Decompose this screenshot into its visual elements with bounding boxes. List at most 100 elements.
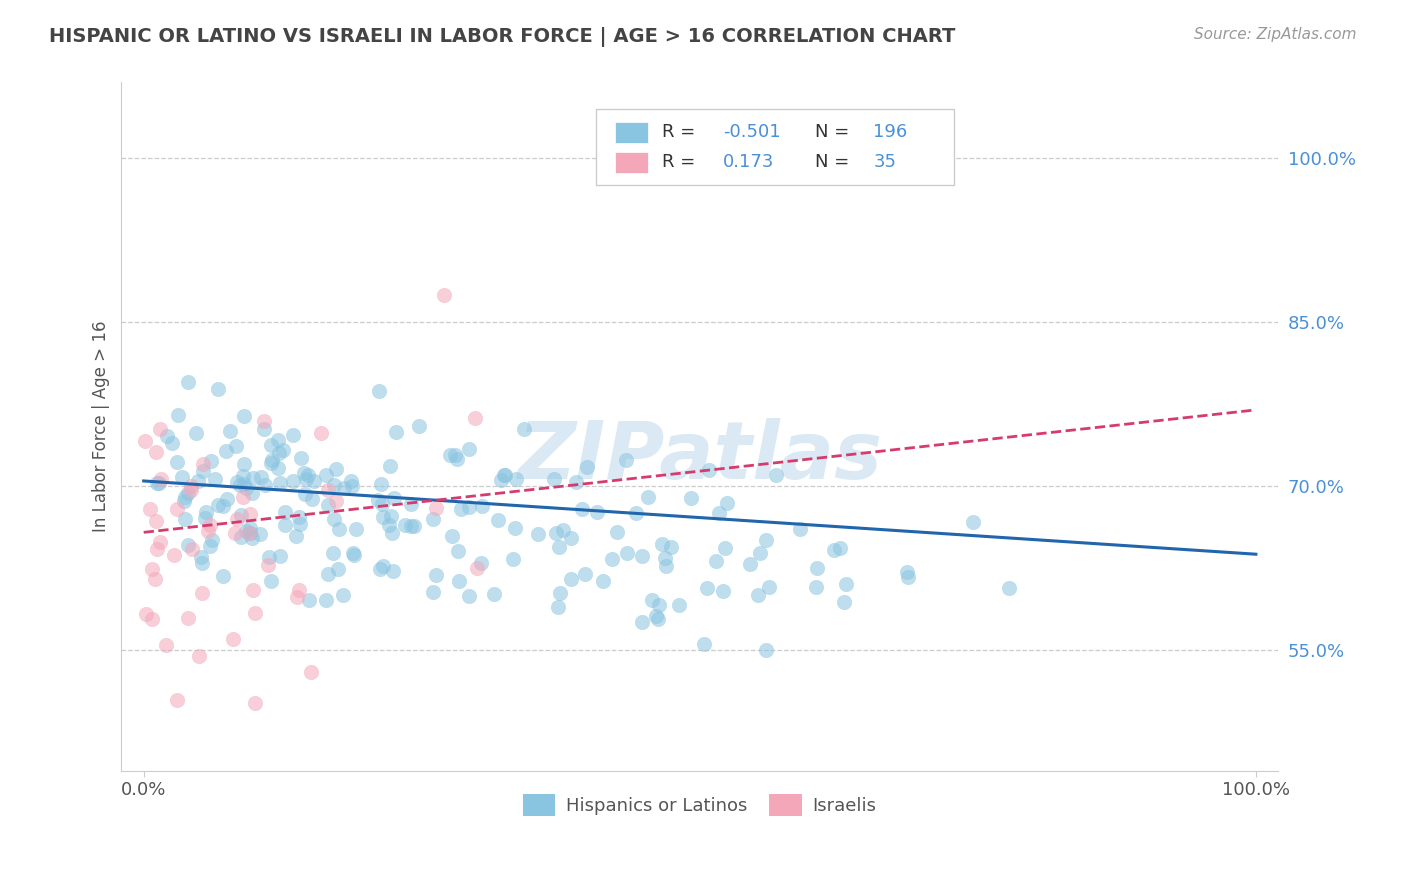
Point <box>458 589 481 603</box>
Point <box>231 530 253 544</box>
Point <box>285 529 308 543</box>
Point <box>224 526 246 541</box>
Point <box>576 460 599 475</box>
Point <box>471 499 494 513</box>
Point <box>212 569 235 583</box>
Point <box>267 434 290 448</box>
Point <box>486 513 509 527</box>
Point <box>194 505 217 519</box>
Point <box>494 468 516 483</box>
Point <box>896 566 918 580</box>
Point <box>616 546 638 560</box>
Text: HISPANIC OR LATINO VS ISRAELI IN LABOR FORCE | AGE > 16 CORRELATION CHART: HISPANIC OR LATINO VS ISRAELI IN LABOR F… <box>49 27 956 46</box>
Point <box>654 558 676 573</box>
Point <box>714 541 737 555</box>
Point <box>250 470 273 484</box>
Point <box>631 549 654 564</box>
Legend: Hispanics or Latinos, Israelis: Hispanics or Latinos, Israelis <box>516 787 884 823</box>
Point <box>512 422 534 436</box>
Point <box>316 566 339 581</box>
Text: R =: R = <box>662 123 700 141</box>
Point <box>233 409 256 423</box>
Point <box>218 424 240 438</box>
Point <box>640 593 662 607</box>
Point <box>765 468 787 483</box>
Point <box>505 472 527 486</box>
Point <box>457 442 479 456</box>
Point <box>748 546 770 560</box>
Point <box>527 527 550 541</box>
Point <box>367 384 389 399</box>
Point <box>207 382 229 396</box>
Point <box>134 434 156 448</box>
Point <box>238 526 260 541</box>
Point <box>215 443 238 458</box>
Point <box>373 559 395 574</box>
Y-axis label: In Labor Force | Age > 16: In Labor Force | Age > 16 <box>93 320 110 532</box>
Point <box>288 509 311 524</box>
Text: 35: 35 <box>873 153 896 171</box>
Point <box>446 544 468 558</box>
Point <box>755 643 778 657</box>
Point <box>422 512 444 526</box>
Point <box>738 558 761 572</box>
Point <box>560 572 582 586</box>
Point <box>647 612 669 626</box>
Point <box>668 598 690 612</box>
Point <box>149 535 172 549</box>
Point <box>166 455 188 469</box>
Point <box>184 425 207 440</box>
Point <box>174 512 197 526</box>
Point <box>758 580 780 594</box>
Point <box>166 692 188 706</box>
Text: 196: 196 <box>873 123 907 141</box>
Point <box>172 469 194 483</box>
Point <box>177 485 200 500</box>
Point <box>187 475 209 489</box>
Point <box>177 610 200 624</box>
Point <box>637 490 659 504</box>
Point <box>232 458 254 472</box>
Point <box>711 583 734 598</box>
Point <box>180 479 202 493</box>
FancyBboxPatch shape <box>616 122 648 143</box>
Point <box>233 476 256 491</box>
Point <box>443 448 465 462</box>
Point <box>318 498 340 512</box>
Point <box>226 512 249 526</box>
Point <box>267 461 290 475</box>
Point <box>188 648 211 663</box>
Point <box>399 497 422 511</box>
Point <box>835 576 858 591</box>
Point <box>240 531 263 545</box>
Point <box>697 463 720 477</box>
Point <box>342 548 364 562</box>
Point <box>239 521 262 535</box>
Point <box>162 436 184 450</box>
Point <box>200 454 222 468</box>
Point <box>240 486 263 500</box>
FancyBboxPatch shape <box>616 153 648 173</box>
Point <box>385 425 408 439</box>
Point <box>446 452 468 467</box>
Point <box>190 549 212 564</box>
Point <box>696 581 718 595</box>
Point <box>242 471 264 485</box>
Point <box>586 505 609 519</box>
Point <box>262 452 284 467</box>
Point <box>298 592 321 607</box>
Point <box>654 551 676 566</box>
Point <box>384 491 406 505</box>
Text: R =: R = <box>662 153 700 171</box>
Point <box>547 599 569 614</box>
Point <box>249 527 271 541</box>
Point <box>260 438 283 452</box>
Point <box>315 593 337 607</box>
Point <box>253 422 276 436</box>
Point <box>204 472 226 486</box>
Point <box>425 567 447 582</box>
Point <box>679 491 702 505</box>
Point <box>294 487 316 501</box>
Point <box>146 476 169 491</box>
Point <box>402 519 425 533</box>
